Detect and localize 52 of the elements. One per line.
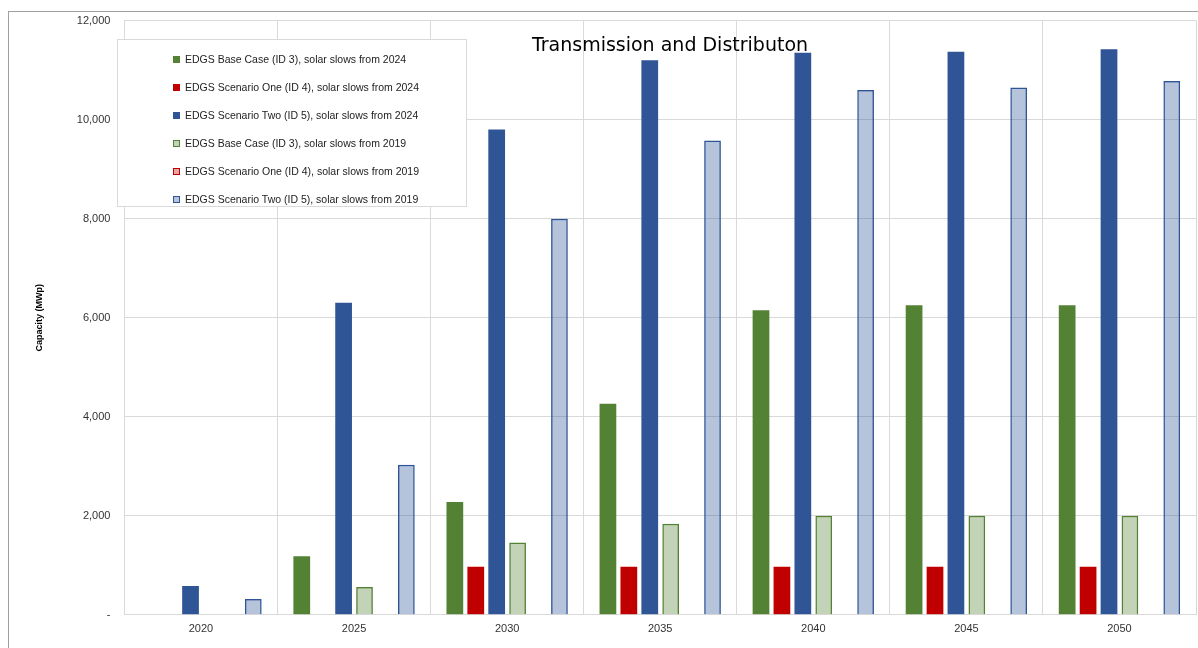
bar [815,515,833,615]
x-tick-label: 2020 [188,622,214,635]
bar [182,586,199,615]
legend-label: EDGS Scenario Two (ID 5), solar slows from 2024 [185,108,419,123]
y-axis-title: Capacity (MWp) [33,283,44,352]
x-tick-label: 2040 [801,622,826,635]
bar [773,566,791,615]
bar [467,566,485,615]
bar [1121,515,1139,615]
bar [662,523,680,615]
y-tick-label: 8,000 [82,211,111,224]
bar [446,501,464,615]
bar [1163,81,1181,615]
y-tick-label: 4,000 [82,409,111,422]
y-tick-label: - [106,607,111,620]
bar [641,60,659,615]
bar [509,542,526,615]
bar [398,464,415,615]
bar [752,310,770,615]
legend-label: EDGS Scenario Two (ID 5), solar slows from 2019 [185,192,419,207]
y-tick-label: 10,000 [76,112,111,125]
bar [488,129,506,615]
x-tick-label: 2050 [1107,622,1132,635]
legend-label: EDGS Scenario One (ID 4), solar slows from 2024 [185,80,420,95]
x-tick-label: 2045 [954,622,979,635]
y-tick-label: 6,000 [82,310,111,323]
legend-label: EDGS Scenario One (ID 4), solar slows from 2019 [185,164,420,179]
x-tick-label: 2035 [647,622,673,635]
legend-label: EDGS Base Case (ID 3), solar slows from 2019 [185,136,407,151]
y-tick-label: 12,000 [76,13,111,26]
legend-label: EDGS Base Case (ID 3), solar slows from 2024 [185,52,407,67]
bar [552,220,567,615]
x-tick-label: 2030 [494,622,520,635]
bar [705,141,720,615]
bar [335,302,352,615]
y-tick-label: 2,000 [82,508,111,521]
text: Transmission and Distributon [530,33,810,55]
bar [857,89,874,615]
x-tick-label: 2025 [341,622,367,635]
bar [968,515,986,615]
bar [293,556,311,615]
bar [356,587,373,615]
bar [947,51,965,615]
bar [1058,305,1076,615]
bar [1010,87,1028,615]
bar [926,566,944,615]
bar [794,52,812,615]
bar [1079,566,1097,615]
bar [620,566,638,615]
bar [905,305,923,615]
bar [1100,49,1118,615]
bar [599,403,617,615]
